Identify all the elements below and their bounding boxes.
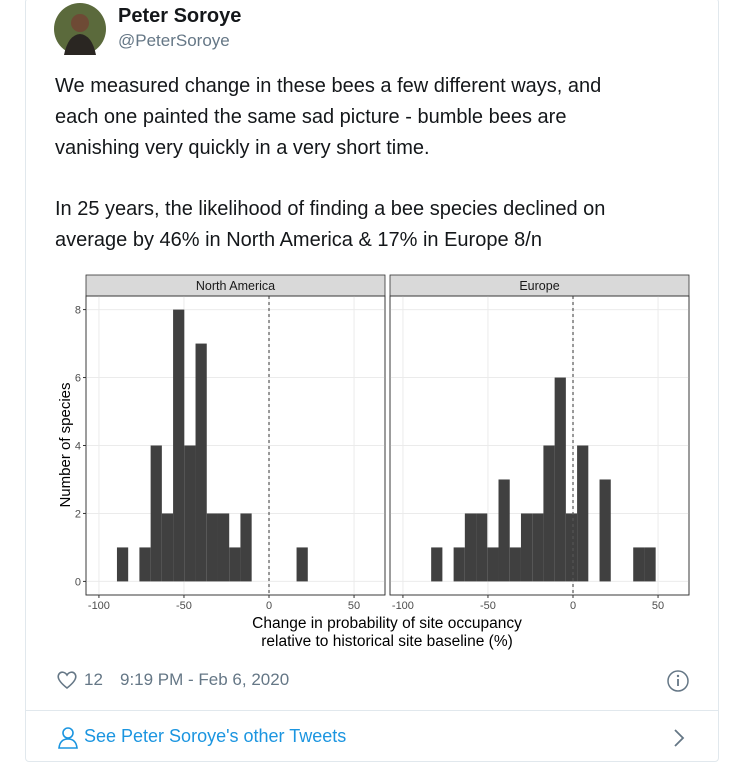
info-icon[interactable] [666, 669, 690, 693]
x-tick-label: -100 [392, 600, 414, 612]
tweet-line: each one painted the same sad picture - … [55, 106, 567, 128]
divider [26, 710, 718, 711]
bar [173, 309, 185, 582]
bar [139, 547, 151, 582]
bar [498, 479, 510, 582]
bar [464, 513, 477, 582]
more-tweets-link[interactable]: See Peter Soroye's other Tweets [84, 726, 347, 746]
like-count[interactable]: 12 [84, 670, 103, 689]
y-tick-label: 8 [75, 305, 81, 317]
x-tick-label: -100 [88, 600, 110, 612]
x-tick-label: 50 [348, 600, 360, 612]
y-tick-label: 0 [75, 576, 81, 588]
x-axis-label: Change in probability of site occupancy [252, 615, 522, 632]
bar [431, 547, 443, 582]
x-tick-label: 50 [652, 600, 664, 612]
panel-border [85, 295, 386, 596]
tweet-line: vanishing very quickly in a very short t… [55, 137, 430, 159]
author-handle[interactable]: @PeterSoroye [118, 31, 230, 50]
tweet-line: average by 46% in North America & 17% in… [55, 229, 542, 251]
x-tick-label: -50 [480, 600, 496, 612]
tweet-card [25, 0, 719, 762]
y-tick-label: 6 [75, 373, 81, 385]
x-tick-label: 0 [570, 600, 576, 612]
bar [509, 547, 521, 582]
bar [206, 513, 218, 582]
bar [543, 445, 555, 582]
timestamp[interactable]: 9:19 PM - Feb 6, 2020 [120, 670, 290, 689]
x-axis-label: relative to historical site baseline (%) [261, 633, 513, 650]
bar [296, 547, 308, 582]
person-icon[interactable] [57, 726, 79, 750]
bar [565, 513, 578, 582]
y-tick-label: 2 [75, 508, 81, 520]
bar [476, 513, 488, 582]
bar [184, 445, 196, 582]
bar [116, 547, 129, 582]
bar [453, 547, 465, 582]
strip-title: Europe [519, 279, 559, 293]
bar [217, 513, 230, 582]
y-tick-label: 4 [75, 441, 81, 453]
bar [577, 445, 589, 582]
avatar[interactable] [54, 3, 106, 55]
bar [532, 513, 544, 582]
tweet-line: We measured change in these bees a few d… [55, 75, 602, 97]
bar [633, 547, 645, 582]
chart: North America 0 2 4 6 8 -100 -50 0 50 Europe -100 -5… [57, 274, 690, 650]
bar [229, 547, 241, 582]
bar [554, 377, 566, 582]
bar [150, 445, 162, 582]
bar [487, 547, 499, 582]
chevron[interactable] [672, 727, 686, 749]
panel-border [389, 295, 690, 596]
like-icon[interactable] [56, 670, 78, 690]
bar [520, 513, 533, 582]
author-name[interactable]: Peter Soroye [118, 5, 242, 27]
x-tick-label: 0 [266, 600, 272, 612]
bar [195, 343, 207, 582]
bar [161, 513, 174, 582]
x-tick-label: -50 [176, 600, 192, 612]
bar [599, 479, 611, 582]
bar [644, 547, 656, 582]
bar [240, 513, 252, 582]
y-axis-label: Number of species [57, 382, 74, 507]
tweet-line: In 25 years, the likelihood of finding a… [55, 198, 606, 220]
strip-title: North America [196, 279, 275, 293]
